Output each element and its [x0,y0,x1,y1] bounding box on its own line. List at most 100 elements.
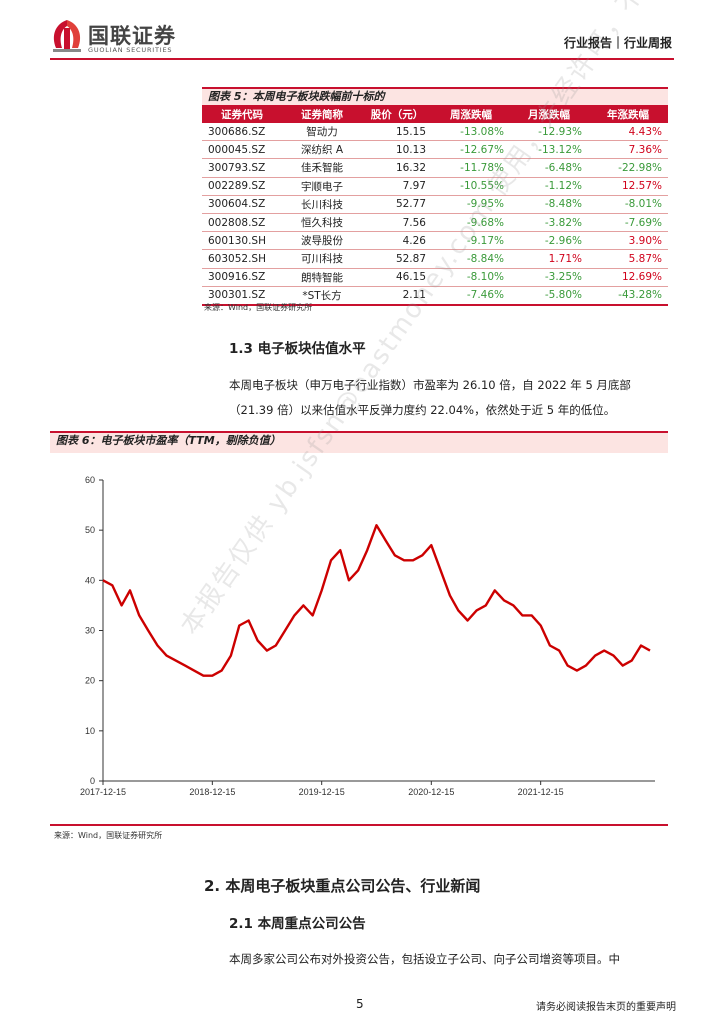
cell-code: 000045.SZ [202,140,282,160]
logo-mark-icon [53,20,81,52]
cell-name: 佳禾智能 [282,158,362,178]
table-row: 300301.SZ *ST长方 2.11 -7.46% -5.80% -43.28% [202,286,668,306]
cell-year-change: -22.98% [588,158,668,178]
col-header-name: 证券简称 [282,105,362,123]
cell-year-change: -43.28% [588,286,668,306]
table-row: 000045.SZ 深纺织 A 10.13 -12.67% -13.12% 7.36% [202,140,668,160]
cell-year-change: 5.87% [588,249,668,269]
cell-price: 52.87 [362,249,432,269]
footer-disclaimer: 请务必阅读报告末页的重要声明 [536,1002,676,1013]
cell-name: 智动力 [282,123,362,142]
cell-year-change: -7.69% [588,213,668,233]
y-tick-label: 20 [85,676,95,686]
cell-name: 恒久科技 [282,213,362,233]
cell-month-change: -2.96% [510,231,588,251]
cell-year-change: 12.69% [588,268,668,287]
cell-week-change: -8.10% [432,268,510,287]
cell-name: *ST长方 [282,286,362,306]
cell-week-change: -12.67% [432,140,510,160]
cell-week-change: -11.78% [432,158,510,178]
table-row: 002289.SZ 宇顺电子 7.97 -10.55% -1.12% 12.57% [202,177,668,196]
cell-name: 长川科技 [282,195,362,214]
section-paragraph-1-3: 本周电子板块（申万电子行业指数）市盈率为 26.10 倍，自 2022 年 5 … [229,378,631,417]
x-tick-label: 2019-12-15 [299,787,345,797]
stock-decline-table: 证券代码 证券简称 股价（元） 周涨跌幅 月涨跌幅 年涨跌幅 300686.SZ… [202,105,668,306]
cell-month-change: 1.71% [510,249,588,269]
table-title-bar [202,87,668,108]
series-line-pe-ratio [102,524,651,677]
cell-week-change: -9.95% [432,195,510,214]
figure-source: 来源：Wind，国联证券研究所 [54,831,163,840]
report-type: 行业报告｜行业周报 [563,36,672,50]
cell-code: 002289.SZ [202,177,282,196]
cell-year-change: 4.43% [588,123,668,142]
cell-code: 300686.SZ [202,123,282,142]
cell-year-change: 12.57% [588,177,668,196]
cell-week-change: -13.08% [432,123,510,142]
cell-price: 2.11 [362,286,432,306]
y-tick-label: 0 [90,776,95,786]
cell-week-change: -9.17% [432,231,510,251]
table-title: 图表 5：本周电子板块跌幅前十标的 [208,90,385,103]
cell-month-change: -12.93% [510,123,588,142]
x-tick-label: 2018-12-15 [189,787,235,797]
cell-month-change: -13.12% [510,140,588,160]
cell-name: 可川科技 [282,249,362,269]
cell-price: 15.15 [362,123,432,142]
cell-code: 300604.SZ [202,195,282,214]
section-heading-2-1: 2.1 本周重点公司公告 [229,916,366,932]
cell-code: 603052.SH [202,249,282,269]
section-heading-1-3: 1.3 电子板块估值水平 [229,341,366,357]
y-tick-label: 30 [85,626,95,636]
cell-name: 朗特智能 [282,268,362,287]
cell-code: 300793.SZ [202,158,282,178]
y-tick-label: 50 [85,525,95,535]
table-row: 600130.SH 波导股份 4.26 -9.17% -2.96% 3.90% [202,231,668,251]
cell-price: 7.56 [362,213,432,233]
cell-price: 10.13 [362,140,432,160]
table-row: 300916.SZ 朗特智能 46.15 -8.10% -3.25% 12.69% [202,268,668,287]
logo-text-en: GUOLIAN SECURITIES [88,46,173,54]
cell-month-change: -3.25% [510,268,588,287]
cell-week-change: -9.68% [432,213,510,233]
x-tick-label: 2017-12-15 [80,787,126,797]
cell-code: 300301.SZ [202,286,282,306]
figure-bottom-rule [50,824,668,826]
cell-code: 002808.SZ [202,213,282,233]
cell-price: 4.26 [362,231,432,251]
cell-name: 波导股份 [282,231,362,251]
table-header-row: 证券代码 证券简称 股价（元） 周涨跌幅 月涨跌幅 年涨跌幅 [202,105,668,123]
section-heading-2: 2. 本周电子板块重点公司公告、行业新闻 [204,877,481,895]
table-row: 002808.SZ 恒久科技 7.56 -9.68% -3.82% -7.69% [202,213,668,233]
cell-month-change: -6.48% [510,158,588,178]
x-tick-label: 2020-12-15 [408,787,454,797]
page-number: 5 [356,997,364,1011]
col-header-week: 周涨跌幅 [432,105,510,123]
cell-price: 16.32 [362,158,432,178]
cell-price: 7.97 [362,177,432,196]
cell-code: 300916.SZ [202,268,282,287]
section-paragraph-2-1: 本周多家公司公布对外投资公告，包括设立子公司、向子公司增资等项目。中 [229,952,620,966]
cell-year-change: 3.90% [588,231,668,251]
cell-year-change: 7.36% [588,140,668,160]
col-header-year: 年涨跌幅 [588,105,668,123]
table-row: 300686.SZ 智动力 15.15 -13.08% -12.93% 4.43% [202,123,668,142]
table-row: 300793.SZ 佳禾智能 16.32 -11.78% -6.48% -22.98% [202,158,668,178]
cell-code: 600130.SH [202,231,282,251]
y-tick-label: 40 [85,575,95,585]
logo-text-cn: 国联证券 [88,24,176,48]
cell-month-change: -5.80% [510,286,588,306]
cell-name: 深纺织 A [282,140,362,160]
cell-month-change: -8.48% [510,195,588,214]
col-header-price: 股价（元） [362,105,432,123]
cell-price: 46.15 [362,268,432,287]
cell-month-change: -3.82% [510,213,588,233]
figure-title-bar [50,431,668,453]
header-divider [50,58,674,60]
cell-price: 52.77 [362,195,432,214]
table-row: 300604.SZ 长川科技 52.77 -9.95% -8.48% -8.01% [202,195,668,214]
brand-logo: 国联证券 GUOLIAN SECURITIES [50,18,200,58]
cell-month-change: -1.12% [510,177,588,196]
cell-week-change: -8.84% [432,249,510,269]
col-header-code: 证券代码 [202,105,282,123]
